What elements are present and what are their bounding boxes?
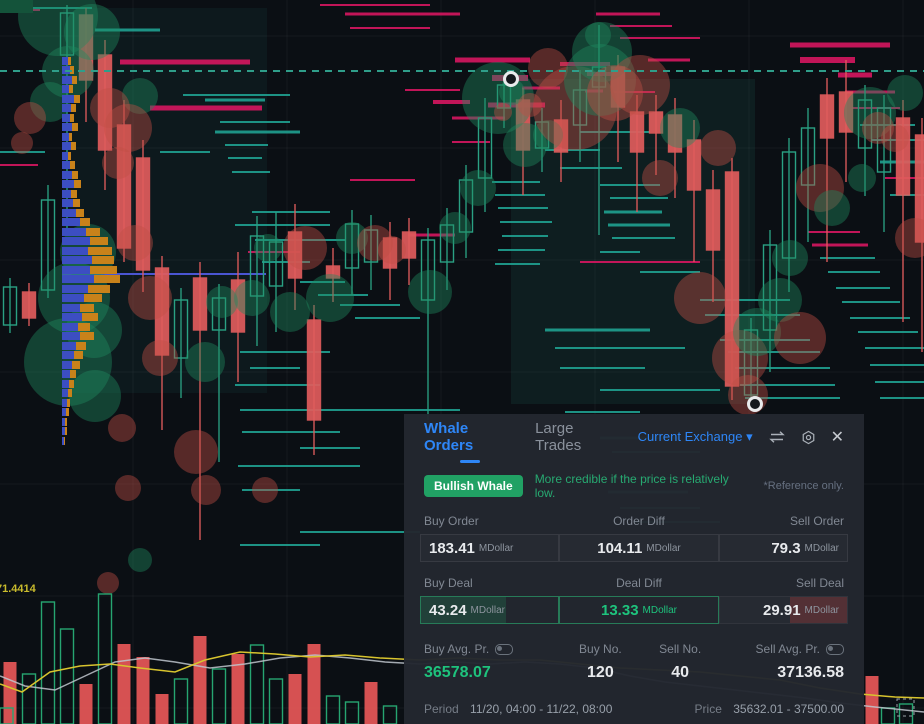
chevron-down-icon: ▾ (746, 429, 753, 444)
sell-avg-toggle-icon[interactable] (826, 643, 844, 655)
volume-profile (62, 57, 120, 445)
order-values: 183.41 MDollar 104.11 MDollar 79.3 MDoll… (404, 534, 864, 562)
sell-order-value-cell: 79.3 MDollar (719, 534, 848, 562)
tab-whale-orders[interactable]: Whale Orders (424, 420, 515, 454)
sell-avg-price-value: 37136.58 (777, 664, 844, 681)
buy-order-label: Buy Order (424, 514, 479, 528)
sell-deal-unit: MDollar (804, 604, 839, 616)
sell-avg-price-label: Sell Avg. Pr. (718, 642, 844, 656)
buy-avg-toggle-icon[interactable] (495, 643, 514, 655)
deal-labels: Buy Deal Deal Diff Sell Deal (404, 562, 864, 596)
sell-no-label: Sell No. (659, 642, 702, 656)
sell-no-value: 40 (671, 664, 690, 681)
panel-footer: Period 11/20, 04:00 - 11/22, 08:00 Price… (404, 702, 864, 716)
buy-avg-price-label-text: Buy Avg. Pr. (424, 642, 490, 656)
buy-order-unit: MDollar (478, 542, 514, 554)
deal-diff-value-cell: 13.33 MDollar (559, 596, 719, 624)
sell-deal-value: 29.91 (763, 601, 801, 619)
deal-diff-label: Deal Diff (616, 576, 662, 590)
price-label: Price (694, 702, 722, 716)
order-diff-value-cell: 104.11 MDollar (559, 534, 719, 562)
price-value: 35632.01 - 37500.00 (733, 702, 844, 716)
price-info: Price 35632.01 - 37500.00 (695, 702, 844, 716)
indicator-value-label: 71.4414 (0, 583, 37, 595)
sell-deal-label: Sell Deal (795, 576, 844, 590)
order-diff-unit: MDollar (646, 542, 681, 554)
whale-signal-row: Bullish Whale More credible if the price… (404, 460, 864, 500)
volume-bars (0, 593, 924, 724)
whale-note: More credible if the price is relatively… (534, 472, 729, 500)
deal-values: 43.24 MDollar 13.33 MDollar 29.91 MDolla… (404, 596, 864, 624)
buy-no-label: Buy No. (579, 642, 622, 656)
period-value: 11/20, 04:00 - 11/22, 08:00 (470, 702, 613, 716)
period-label: Period (424, 702, 459, 716)
sell-deal-value-cell: 29.91 MDollar (719, 596, 848, 624)
deal-diff-unit: MDollar (642, 604, 677, 616)
sell-order-value: 79.3 (771, 539, 801, 557)
order-diff-value: 104.11 (597, 539, 643, 557)
tab-large-trades[interactable]: Large Trades (535, 420, 582, 454)
buy-deal-value: 43.24 (429, 601, 467, 619)
chart-misc: 71.4414 (0, 0, 37, 724)
buy-deal-label: Buy Deal (424, 576, 473, 590)
reference-note: *Reference only. (763, 480, 844, 492)
stats-labels: Buy Avg. Pr. Buy No. Sell No. Sell Avg. … (404, 624, 864, 662)
candlesticks (2, 5, 924, 540)
bullish-whale-badge: Bullish Whale (424, 475, 523, 497)
buy-order-value: 183.41 (429, 539, 475, 557)
sell-deal-fill (789, 597, 847, 623)
order-diff-label: Order Diff (613, 514, 665, 528)
sell-order-unit: MDollar (804, 542, 839, 554)
deal-diff-value: 13.33 (601, 601, 639, 619)
stats-values: 36578.07 120 40 37136.58 (404, 662, 864, 684)
whale-orders-panel: Whale Orders Large Trades Current Exchan… (404, 414, 864, 724)
swap-icon[interactable] (768, 431, 786, 443)
region-handles[interactable] (503, 71, 763, 412)
gear-icon[interactable] (801, 430, 816, 445)
sell-avg-price-label-text: Sell Avg. Pr. (755, 642, 820, 656)
buy-deal-unit: MDollar (470, 604, 505, 616)
close-icon[interactable]: ✕ (830, 429, 844, 446)
panel-header: Whale Orders Large Trades Current Exchan… (404, 414, 864, 460)
buy-deal-value-cell: 43.24 MDollar (420, 596, 559, 624)
exchange-selector-label: Current Exchange (637, 429, 743, 444)
sell-order-label: Sell Order (789, 514, 844, 528)
buy-no-value: 120 (587, 664, 614, 681)
period-info: Period 11/20, 04:00 - 11/22, 08:00 (424, 702, 612, 716)
buy-deal-fill (421, 597, 506, 623)
order-labels: Buy Order Order Diff Sell Order (404, 500, 864, 534)
exchange-selector[interactable]: Current Exchange ▾ (638, 429, 753, 445)
buy-order-value-cell: 183.41 MDollar (420, 534, 559, 562)
buy-avg-price-value: 36578.07 (424, 664, 491, 681)
buy-avg-price-label: Buy Avg. Pr. (424, 642, 558, 656)
